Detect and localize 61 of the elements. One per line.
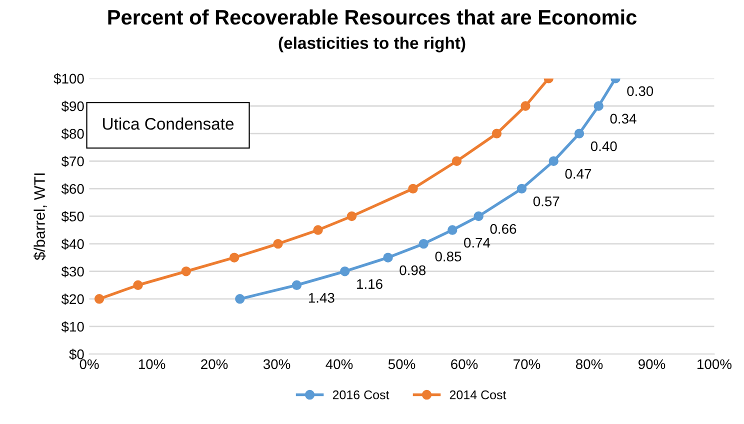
point [548, 156, 558, 166]
point [418, 238, 428, 249]
point [492, 128, 502, 138]
point [235, 294, 245, 304]
point [383, 252, 393, 262]
chart-title: Percent of Recoverable Resources that are Economic [108, 9, 637, 25]
point [273, 238, 283, 249]
point [181, 266, 192, 276]
point [594, 101, 604, 111]
y-tick-label: $30 [61, 266, 84, 278]
legend-label: 2016 Cost [332, 390, 390, 400]
point [448, 225, 458, 235]
point [516, 184, 527, 194]
annotation: 0.34 [610, 114, 636, 124]
point [94, 294, 104, 304]
x-tick-label: 20% [201, 359, 228, 370]
x-tick-label: 80% [576, 359, 603, 370]
annotation: 0.98 [400, 265, 426, 276]
annotation: Utica Condensate [103, 118, 234, 130]
point [229, 252, 240, 262]
x-tick-label: 10% [138, 359, 166, 370]
chart-subtitle: (elasticities to the right) [278, 36, 466, 52]
y-tick-label: $10 [61, 321, 84, 332]
annotation: 0.74 [464, 238, 490, 248]
x-tick-label: 100% [698, 359, 732, 370]
annotation: 0.85 [435, 252, 462, 262]
y-tick-label: $20 [61, 294, 84, 305]
y-tick-label: $80 [61, 128, 84, 140]
x-tick-label: 70% [514, 359, 540, 370]
point [474, 211, 484, 222]
y-tick-label: $50 [61, 210, 84, 222]
point [313, 225, 323, 235]
point [346, 211, 357, 222]
point [408, 184, 418, 194]
y-tick-label: $40 [61, 238, 84, 250]
annotation: 0.57 [533, 196, 560, 206]
annotation: 0.47 [565, 168, 592, 179]
legend-label: 2014 Cost [450, 390, 506, 400]
point [133, 280, 143, 290]
point [292, 280, 302, 290]
y-tick-label: $90 [61, 100, 84, 112]
annotation: 0.66 [490, 224, 516, 234]
point [574, 128, 584, 138]
x-tick-label: 90% [638, 359, 666, 370]
point [452, 156, 462, 166]
x-tick-label: 40% [326, 359, 353, 370]
annotation: 0.40 [590, 141, 617, 152]
y-tick-label: $0 [69, 348, 84, 360]
x-tick-label: 30% [263, 359, 290, 370]
point [340, 266, 350, 276]
point [520, 101, 530, 111]
y-tick-label: $100 [54, 73, 84, 84]
x-tick-label: 60% [451, 359, 478, 370]
annotation: 1.16 [357, 279, 382, 289]
annotation: 0.30 [627, 86, 654, 96]
x-tick-label: 50% [388, 359, 416, 370]
y-tick-label: $60 [61, 183, 84, 195]
x-tick-label: 0% [80, 359, 99, 370]
y-tick-label: $70 [61, 156, 84, 168]
y-axis-title: $/barrel, WTI [33, 174, 47, 260]
annotation: 1.43 [308, 292, 334, 303]
